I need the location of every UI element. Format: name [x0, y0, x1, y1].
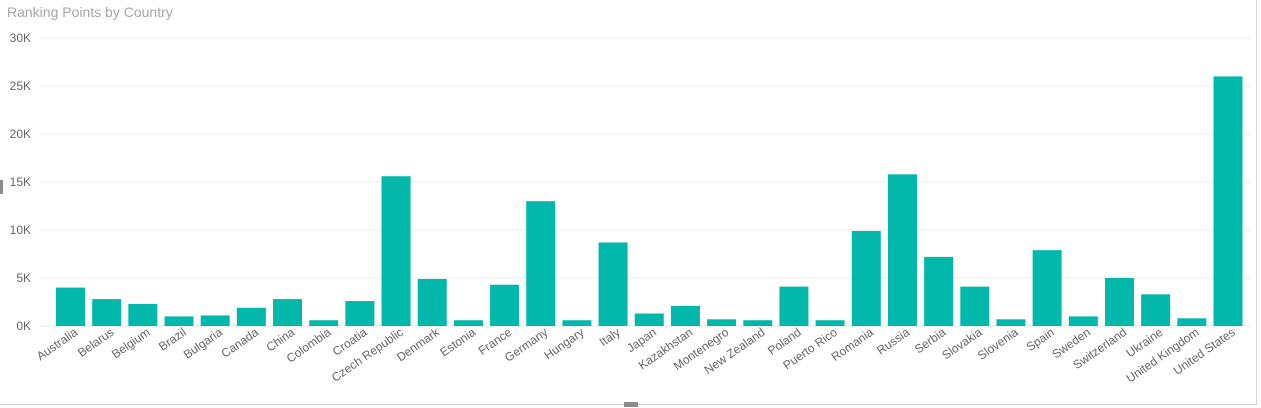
gridlines	[40, 37, 1250, 327]
bar[interactable]	[924, 256, 954, 326]
chart-title: Ranking Points by Country	[7, 4, 173, 20]
x-tick-label: Australia	[34, 325, 81, 363]
bar[interactable]	[345, 301, 375, 326]
y-tick-label: 30K	[10, 31, 31, 45]
y-tick-label: 15K	[10, 175, 31, 189]
bar[interactable]	[598, 242, 628, 326]
x-tick-label: Canada	[219, 325, 262, 361]
y-tick-label: 20K	[10, 127, 31, 141]
bar[interactable]	[562, 320, 592, 326]
x-tick-label: Italy	[597, 325, 623, 349]
x-tick-label: Slovenia	[975, 325, 1021, 363]
resize-handle-bottom[interactable]	[624, 402, 638, 407]
visual-border-right	[1256, 0, 1257, 404]
x-tick-label: Hungary	[541, 325, 586, 362]
bar[interactable]	[743, 320, 773, 326]
x-tick-label: Belarus	[75, 325, 116, 360]
y-tick-label: 5K	[16, 271, 31, 285]
bar[interactable]	[309, 320, 339, 326]
bar[interactable]	[273, 299, 303, 326]
bar[interactable]	[1032, 250, 1062, 326]
y-tick-label: 25K	[10, 79, 31, 93]
bar[interactable]	[164, 316, 194, 326]
bar[interactable]	[1213, 76, 1243, 327]
bar[interactable]	[996, 319, 1026, 326]
resize-handle-left[interactable]	[0, 180, 3, 194]
bar[interactable]	[453, 320, 483, 326]
bars	[56, 76, 1243, 327]
bar[interactable]	[960, 286, 990, 326]
x-tick-label: Estonia	[437, 325, 478, 360]
y-tick-label: 10K	[10, 223, 31, 237]
bar[interactable]	[1177, 318, 1207, 326]
bar[interactable]	[779, 286, 809, 326]
bar[interactable]	[707, 319, 737, 326]
x-tick-label: Russia	[874, 325, 912, 358]
bar[interactable]	[236, 307, 266, 326]
bar[interactable]	[417, 278, 447, 326]
x-tick-label: Bulgaria	[181, 325, 225, 362]
x-tick-label: Belgium	[109, 325, 153, 361]
bar[interactable]	[634, 313, 664, 326]
bar[interactable]	[815, 320, 845, 326]
bar[interactable]	[1141, 294, 1171, 326]
bar[interactable]	[92, 299, 122, 326]
bar[interactable]	[381, 176, 411, 326]
bar[interactable]	[490, 284, 520, 326]
bar[interactable]	[200, 315, 230, 326]
bar[interactable]	[56, 287, 85, 326]
y-tick-label: 0K	[16, 319, 31, 333]
bar[interactable]	[887, 174, 917, 326]
bar[interactable]	[128, 303, 158, 326]
bar[interactable]	[1104, 278, 1134, 326]
y-axis-labels: 0K 5K 10K 15K 20K 25K 30K	[10, 31, 31, 333]
bar[interactable]	[851, 230, 881, 326]
bar[interactable]	[1068, 316, 1098, 326]
bar[interactable]	[670, 305, 700, 326]
bar[interactable]	[526, 201, 556, 326]
